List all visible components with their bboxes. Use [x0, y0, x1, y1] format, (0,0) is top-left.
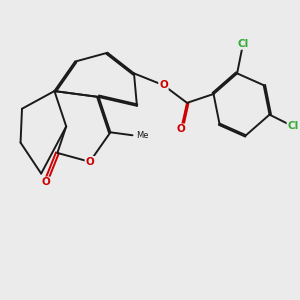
Text: Me: Me [136, 131, 148, 140]
Text: O: O [159, 80, 168, 90]
Text: Cl: Cl [287, 122, 299, 131]
Text: O: O [177, 124, 185, 134]
Text: O: O [85, 157, 94, 167]
Text: Cl: Cl [237, 39, 249, 49]
Text: O: O [41, 177, 50, 188]
